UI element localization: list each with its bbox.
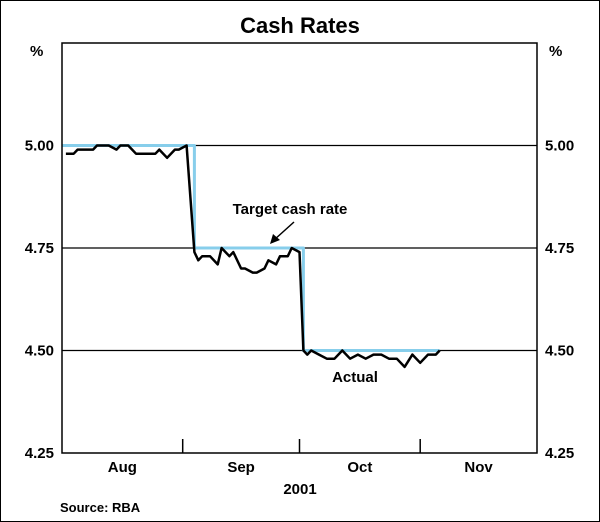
- y-tick-label-right: 4.50: [545, 343, 574, 360]
- x-axis-label: 2001: [283, 481, 316, 498]
- annotation-target-cash-rate: Target cash rate: [233, 201, 348, 218]
- y-tick-label-left: 4.25: [25, 445, 54, 462]
- series-target-line: [62, 144, 440, 352]
- y-tick-label-right: 4.25: [545, 445, 574, 462]
- y-axis-unit-left: %: [30, 43, 43, 60]
- x-tick-label: Aug: [108, 459, 137, 476]
- x-tick-label: Sep: [227, 459, 255, 476]
- source-note: Source: RBA: [60, 500, 141, 515]
- series-actual-line: [65, 144, 441, 369]
- y-axis-unit-right: %: [549, 43, 562, 60]
- x-tick-label: Oct: [347, 459, 372, 476]
- annotation-actual: Actual: [332, 369, 378, 386]
- y-tick-label-right: 4.75: [545, 240, 574, 257]
- y-tick-label-right: 5.00: [545, 138, 574, 155]
- x-tick-label: Nov: [464, 459, 493, 476]
- y-tick-label-left: 5.00: [25, 138, 54, 155]
- y-tick-label-left: 4.75: [25, 240, 54, 257]
- chart-title: Cash Rates: [240, 13, 360, 38]
- y-tick-label-left: 4.50: [25, 343, 54, 360]
- annotation-arrow: [270, 221, 295, 244]
